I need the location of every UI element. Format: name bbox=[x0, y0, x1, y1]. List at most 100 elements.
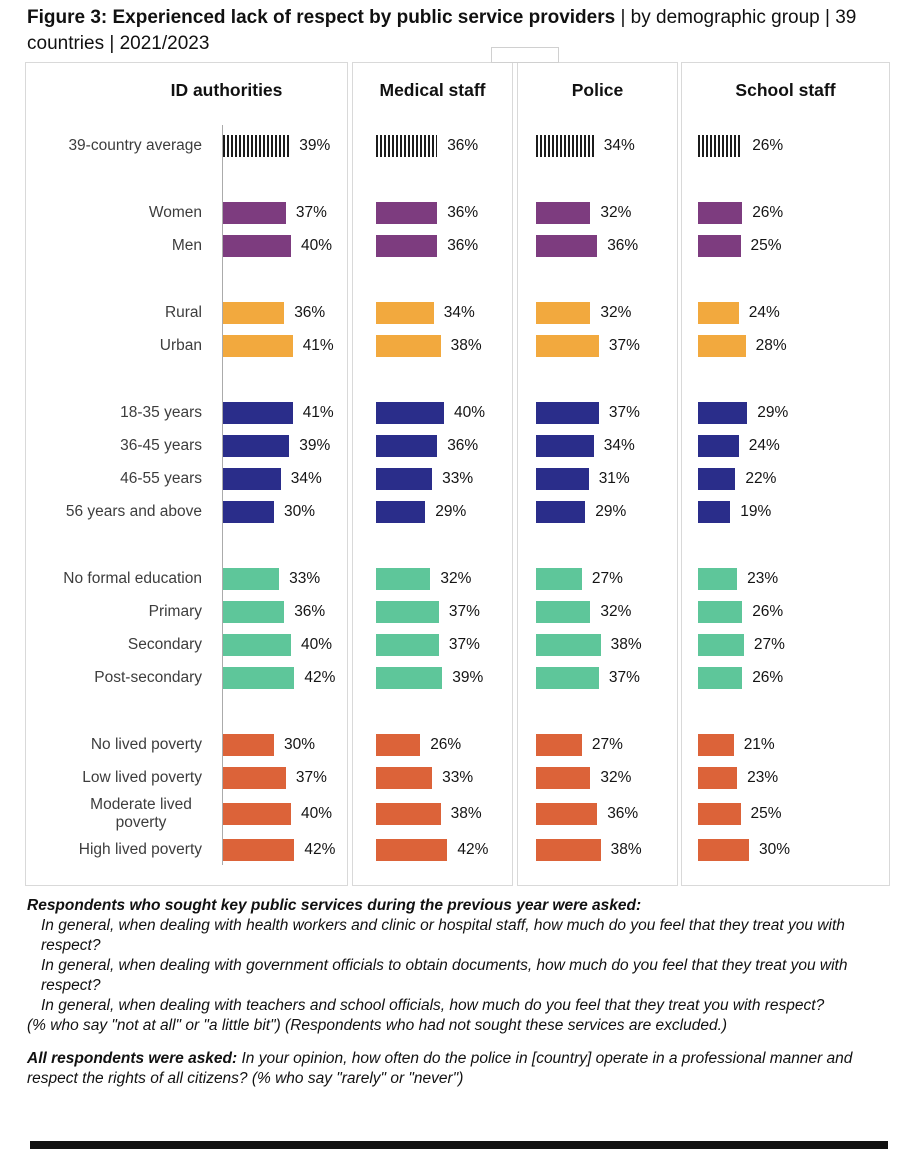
category-label: Moderate lived poverty bbox=[26, 796, 216, 832]
panel-medical-staff: Medical staff 36% 36% 36% 34% 38% 40% 36% 33% 29%… bbox=[352, 62, 513, 886]
category-label-text: Primary bbox=[148, 602, 202, 620]
bar bbox=[698, 766, 738, 789]
chart-row: 37% bbox=[518, 329, 677, 362]
category-label-text: 46-55 years bbox=[120, 469, 202, 487]
chart-row: 38% bbox=[353, 329, 512, 362]
bar bbox=[698, 500, 731, 523]
bar bbox=[223, 567, 280, 590]
survey-question-health: In general, when dealing with health wor… bbox=[41, 917, 845, 954]
value-label: 39% bbox=[299, 136, 331, 154]
chart-row: 26% bbox=[682, 661, 889, 694]
category-label: Rural bbox=[26, 304, 216, 322]
chart-row: 37% bbox=[518, 396, 677, 429]
bar bbox=[698, 301, 739, 324]
bar bbox=[536, 838, 601, 861]
bar bbox=[223, 633, 291, 656]
bar bbox=[698, 434, 739, 457]
category-label-text: Moderate lived poverty bbox=[90, 795, 192, 831]
value-label: 26% bbox=[752, 602, 784, 620]
value-label: 26% bbox=[752, 136, 784, 154]
bar bbox=[698, 633, 744, 656]
category-label-text: Rural bbox=[164, 303, 202, 321]
chart-row: 36% bbox=[518, 794, 677, 833]
bar bbox=[536, 733, 582, 756]
value-label: 29% bbox=[595, 502, 627, 520]
chart-row: Low lived poverty 37% bbox=[26, 761, 347, 794]
chart-row: 32% bbox=[518, 196, 677, 229]
chart-row: 25% bbox=[682, 229, 889, 262]
chart-row: 38% bbox=[518, 833, 677, 866]
hatched-bar bbox=[223, 134, 290, 157]
value-label: 36% bbox=[294, 602, 326, 620]
bar bbox=[536, 500, 586, 523]
value-label: 22% bbox=[745, 469, 777, 487]
panel-police: Police 34% 32% 36% 32% 37% 37% 34% 31% 29% 27% 32% 3… bbox=[517, 62, 678, 886]
value-label: 41% bbox=[302, 336, 334, 354]
category-label: No formal education bbox=[26, 570, 216, 588]
bar bbox=[698, 467, 736, 490]
value-label: 42% bbox=[457, 840, 489, 858]
bar bbox=[698, 234, 741, 257]
bar bbox=[223, 666, 295, 689]
category-label-text: Women bbox=[148, 203, 202, 221]
category-label: No lived poverty bbox=[26, 736, 216, 754]
bar bbox=[223, 766, 286, 789]
chart-row: 23% bbox=[682, 761, 889, 794]
value-label: 19% bbox=[740, 502, 772, 520]
chart-row: No lived poverty 30% bbox=[26, 728, 347, 761]
value-label: 34% bbox=[603, 136, 635, 154]
value-label: 36% bbox=[294, 303, 326, 321]
panel-header: Medical staff bbox=[379, 80, 486, 100]
figure-title-subtitle: | by demographic group | 39 countries | … bbox=[27, 7, 857, 54]
value-label: 34% bbox=[290, 469, 322, 487]
bar bbox=[223, 733, 274, 756]
category-label-text: Men bbox=[171, 236, 202, 254]
chart-row: Women 37% bbox=[26, 196, 347, 229]
value-label: 36% bbox=[447, 136, 479, 154]
value-label: 27% bbox=[753, 635, 785, 653]
bar bbox=[223, 434, 290, 457]
chart-row: 34% bbox=[353, 296, 512, 329]
chart-row: 46-55 years 34% bbox=[26, 462, 347, 495]
panel-id-authorities: ID authorities 39-country average 39% Women… bbox=[25, 62, 348, 886]
chart-row: 38% bbox=[353, 794, 512, 833]
chart-row: 23% bbox=[682, 562, 889, 595]
bar bbox=[698, 802, 741, 825]
value-label: 33% bbox=[442, 768, 474, 786]
chart-row: 29% bbox=[682, 396, 889, 429]
survey-question-teachers: In general, when dealing with teachers a… bbox=[41, 997, 825, 1014]
value-label: 37% bbox=[448, 602, 480, 620]
value-label: 36% bbox=[607, 236, 639, 254]
value-label: 38% bbox=[450, 336, 482, 354]
chart-row: 22% bbox=[682, 462, 889, 495]
bar bbox=[536, 567, 582, 590]
value-label: 29% bbox=[435, 502, 467, 520]
chart-row: 31% bbox=[518, 462, 677, 495]
value-label: 33% bbox=[289, 569, 321, 587]
chart-row: 36% bbox=[353, 229, 512, 262]
bar bbox=[536, 434, 594, 457]
panel-header: ID authorities bbox=[170, 80, 283, 100]
value-label: 24% bbox=[748, 436, 780, 454]
bar bbox=[376, 301, 434, 324]
bar bbox=[223, 234, 291, 257]
chart-row: 26% bbox=[682, 196, 889, 229]
bar bbox=[698, 334, 746, 357]
chart-row: 32% bbox=[518, 296, 677, 329]
hatched-bar bbox=[376, 134, 438, 157]
bar bbox=[536, 234, 598, 257]
category-label: Women bbox=[26, 204, 216, 222]
bar bbox=[536, 301, 591, 324]
value-label: 40% bbox=[301, 236, 333, 254]
category-label-text: No lived poverty bbox=[90, 735, 202, 753]
value-label: 34% bbox=[443, 303, 475, 321]
chart-row: 36% bbox=[353, 196, 512, 229]
chart-row: 42% bbox=[353, 833, 512, 866]
value-label: 37% bbox=[608, 336, 640, 354]
chart-row: 27% bbox=[518, 562, 677, 595]
value-label: 39% bbox=[452, 668, 484, 686]
bar bbox=[698, 201, 743, 224]
value-label: 23% bbox=[747, 768, 779, 786]
chart-row: Primary 36% bbox=[26, 595, 347, 628]
chart-row: 37% bbox=[353, 595, 512, 628]
